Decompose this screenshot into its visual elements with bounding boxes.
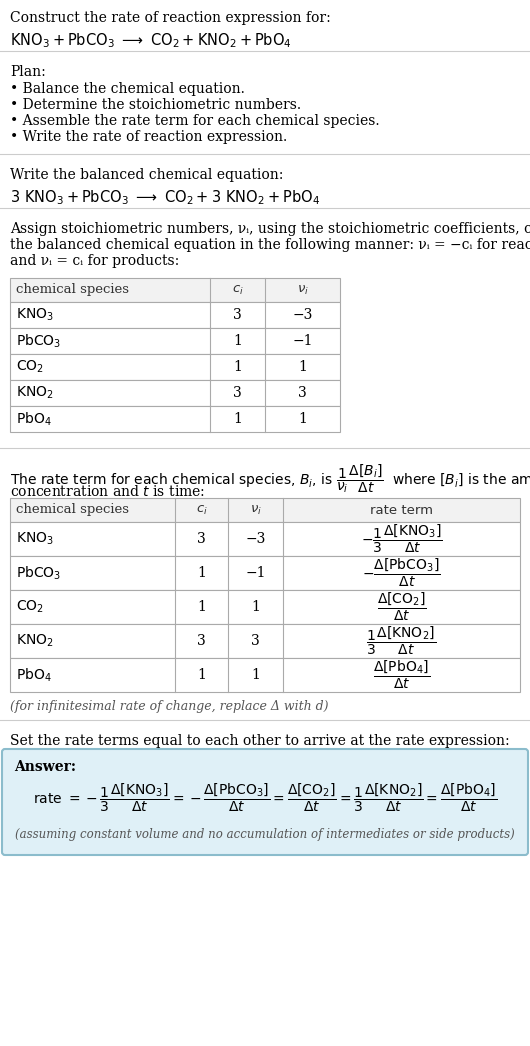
Text: $\mathrm{CO_2}$: $\mathrm{CO_2}$ (16, 359, 44, 376)
Text: $-\dfrac{1}{3}\dfrac{\Delta[\mathrm{KNO_3}]}{\Delta t}$: $-\dfrac{1}{3}\dfrac{\Delta[\mathrm{KNO_… (361, 523, 443, 555)
Text: concentration and $t$ is time:: concentration and $t$ is time: (10, 484, 205, 499)
Text: $\mathrm{KNO_3}$: $\mathrm{KNO_3}$ (16, 530, 54, 547)
Bar (10, 658, 520, 692)
FancyBboxPatch shape (2, 749, 528, 855)
Text: 1: 1 (298, 412, 307, 426)
Bar (10, 498, 520, 522)
Text: 1: 1 (197, 566, 206, 579)
Bar (10, 406, 340, 432)
Text: Write the balanced chemical equation:: Write the balanced chemical equation: (10, 168, 284, 182)
Text: $\mathrm{KNO_3 + PbCO_3 \ {\longrightarrow} \ CO_2 + KNO_2 + PbO_4}$: $\mathrm{KNO_3 + PbCO_3 \ {\longrightarr… (10, 31, 292, 50)
Bar (10, 354, 340, 380)
Text: $\mathrm{KNO_2}$: $\mathrm{KNO_2}$ (16, 385, 54, 402)
Text: $\mathrm{PbO_4}$: $\mathrm{PbO_4}$ (16, 410, 52, 428)
Text: $\mathrm{PbO_4}$: $\mathrm{PbO_4}$ (16, 666, 52, 684)
Text: $\nu_i$: $\nu_i$ (296, 283, 308, 297)
Bar (10, 624, 520, 658)
Bar (10, 328, 340, 354)
Bar (10, 302, 340, 328)
Text: and νᵢ = cᵢ for products:: and νᵢ = cᵢ for products: (10, 254, 179, 268)
Text: $\mathrm{PbCO_3}$: $\mathrm{PbCO_3}$ (16, 564, 61, 582)
Text: The rate term for each chemical species, $B_i$, is $\dfrac{1}{\nu_i}\dfrac{\Delt: The rate term for each chemical species,… (10, 462, 530, 495)
Text: Answer:: Answer: (14, 760, 76, 774)
Text: rate $= -\dfrac{1}{3}\dfrac{\Delta[\mathrm{KNO_3}]}{\Delta t} = -\dfrac{\Delta[\: rate $= -\dfrac{1}{3}\dfrac{\Delta[\math… (33, 781, 497, 814)
Text: 3: 3 (233, 386, 242, 400)
Bar (10, 380, 340, 406)
Text: −3: −3 (293, 308, 313, 322)
Text: $\dfrac{\Delta[\mathrm{PbO_4}]}{\Delta t}$: $\dfrac{\Delta[\mathrm{PbO_4}]}{\Delta t… (373, 659, 430, 691)
Text: $\mathrm{3\ KNO_3 + PbCO_3 \ {\longrightarrow} \ CO_2 + 3\ KNO_2 + PbO_4}$: $\mathrm{3\ KNO_3 + PbCO_3 \ {\longright… (10, 188, 320, 207)
Text: • Balance the chemical equation.: • Balance the chemical equation. (10, 82, 245, 96)
Bar (10, 590, 520, 624)
Text: chemical species: chemical species (16, 503, 129, 517)
Text: $\mathrm{KNO_3}$: $\mathrm{KNO_3}$ (16, 306, 54, 323)
Text: 1: 1 (197, 600, 206, 614)
Text: $c_i$: $c_i$ (196, 503, 207, 517)
Text: 1: 1 (298, 360, 307, 374)
Text: Assign stoichiometric numbers, νᵢ, using the stoichiometric coefficients, cᵢ, fr: Assign stoichiometric numbers, νᵢ, using… (10, 222, 530, 236)
Text: Construct the rate of reaction expression for:: Construct the rate of reaction expressio… (10, 12, 331, 25)
Text: 1: 1 (197, 668, 206, 682)
Bar (10, 556, 520, 590)
Text: 1: 1 (233, 334, 242, 348)
Bar (10, 278, 340, 302)
Text: 1: 1 (251, 668, 260, 682)
Text: $\mathrm{CO_2}$: $\mathrm{CO_2}$ (16, 598, 44, 615)
Text: 3: 3 (233, 308, 242, 322)
Text: Set the rate terms equal to each other to arrive at the rate expression:: Set the rate terms equal to each other t… (10, 734, 510, 748)
Text: 3: 3 (197, 532, 206, 546)
Text: • Assemble the rate term for each chemical species.: • Assemble the rate term for each chemic… (10, 114, 379, 128)
Text: −1: −1 (292, 334, 313, 348)
Text: $\mathrm{PbCO_3}$: $\mathrm{PbCO_3}$ (16, 333, 61, 349)
Text: −1: −1 (245, 566, 266, 579)
Text: $\mathrm{KNO_2}$: $\mathrm{KNO_2}$ (16, 633, 54, 650)
Text: Plan:: Plan: (10, 65, 46, 79)
Text: 3: 3 (251, 634, 260, 649)
Text: $\nu_i$: $\nu_i$ (250, 503, 261, 517)
Text: (assuming constant volume and no accumulation of intermediates or side products): (assuming constant volume and no accumul… (15, 828, 515, 841)
Text: • Write the rate of reaction expression.: • Write the rate of reaction expression. (10, 130, 287, 144)
Text: 3: 3 (298, 386, 307, 400)
Text: $\dfrac{1}{3}\dfrac{\Delta[\mathrm{KNO_2}]}{\Delta t}$: $\dfrac{1}{3}\dfrac{\Delta[\mathrm{KNO_2… (367, 624, 437, 657)
Text: $\dfrac{\Delta[\mathrm{CO_2}]}{\Delta t}$: $\dfrac{\Delta[\mathrm{CO_2}]}{\Delta t}… (377, 591, 426, 623)
Text: $c_i$: $c_i$ (232, 283, 243, 297)
Text: the balanced chemical equation in the following manner: νᵢ = −cᵢ for reactants: the balanced chemical equation in the fo… (10, 238, 530, 252)
Text: −3: −3 (245, 532, 266, 546)
Text: • Determine the stoichiometric numbers.: • Determine the stoichiometric numbers. (10, 98, 301, 112)
Text: $-\dfrac{\Delta[\mathrm{PbCO_3}]}{\Delta t}$: $-\dfrac{\Delta[\mathrm{PbCO_3}]}{\Delta… (363, 556, 441, 589)
Text: 1: 1 (251, 600, 260, 614)
Text: chemical species: chemical species (16, 283, 129, 296)
Bar (10, 522, 520, 556)
Text: 3: 3 (197, 634, 206, 649)
Text: (for infinitesimal rate of change, replace Δ with d): (for infinitesimal rate of change, repla… (10, 700, 329, 713)
Text: 1: 1 (233, 360, 242, 374)
Text: rate term: rate term (370, 503, 433, 517)
Text: 1: 1 (233, 412, 242, 426)
